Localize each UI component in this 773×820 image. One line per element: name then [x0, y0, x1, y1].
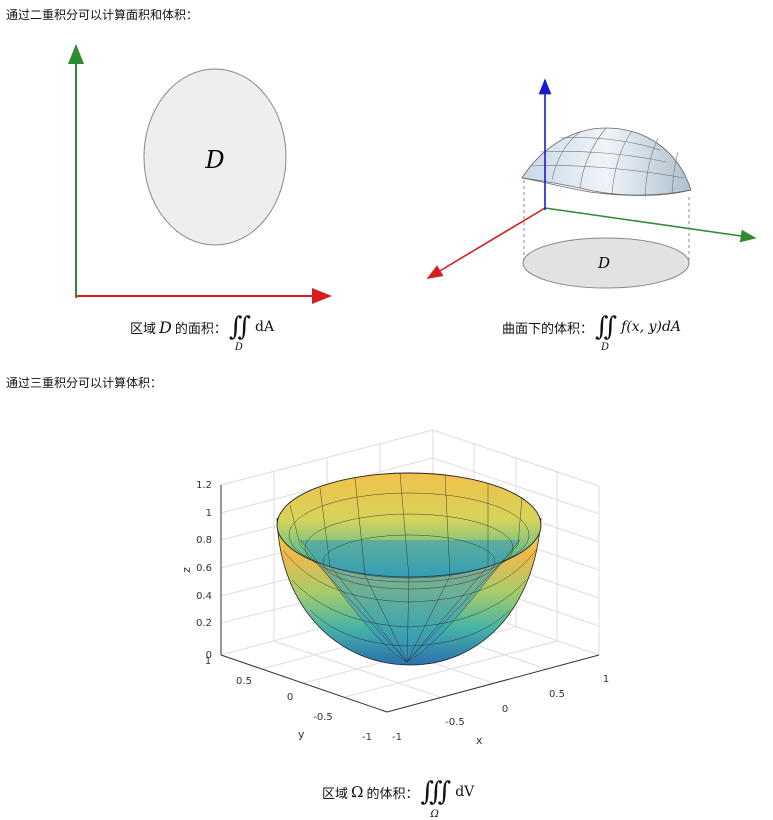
caption-area-var: D [159, 317, 172, 337]
y-tick-1: 0.5 [236, 676, 252, 687]
integral-symbol: ∬ [595, 312, 618, 342]
z-tick-2: 0.4 [196, 591, 212, 602]
integral-symbol: ∬ [228, 312, 251, 342]
y-tick-0: 1 [205, 656, 211, 667]
caption-volume-integrand: f(x, y)dA [621, 319, 682, 335]
z-tick-3: 0.6 [196, 563, 212, 574]
y-tick-4: -1 [362, 732, 372, 743]
region-d-ellipse [143, 68, 287, 246]
caption-volume: 曲面下的体积： ∬ D f(x, y)dA [502, 304, 682, 353]
heading-double-integral: 通过二重积分可以计算面积和体积： [6, 8, 199, 22]
caption-volume-prefix: 曲面下的体积： [502, 321, 594, 337]
plot3d-axes [220, 485, 600, 713]
caption-triple-integrand: dV [455, 784, 475, 800]
caption-area-prefix: 区域 [130, 321, 157, 337]
volume-x-axis [426, 207, 546, 279]
plot3d-box [220, 429, 600, 698]
x-tick-1: -0.5 [445, 717, 465, 728]
y-tick-2: 0 [287, 692, 293, 703]
integral-subscript: D [234, 342, 243, 353]
caption-triple: 区域 Ω 的体积： ∭ Ω dV [322, 768, 475, 820]
caption-area-integral: ∬ D [228, 312, 251, 353]
heading-triple-integral: 通过三重积分可以计算体积： [6, 376, 163, 390]
region-d-base [522, 237, 690, 289]
z-tick-4: 0.8 [196, 535, 212, 546]
paraboloid-bowl [276, 472, 542, 666]
volume-y-axis [544, 207, 757, 243]
caption-volume-integral: ∬ D [595, 312, 618, 353]
x-tick-4: 1 [603, 674, 609, 685]
z-tick-5: 1 [206, 508, 212, 519]
caption-area-integrand: dA [255, 319, 275, 335]
x-tick-labels: -1 -0.5 0 0.5 1 [392, 674, 609, 743]
x-axis-label: x [476, 734, 483, 747]
caption-triple-prefix: 区域 [322, 786, 349, 802]
z-tick-labels: 0 0.2 0.4 0.6 0.8 1 1.2 [196, 480, 212, 661]
y-axis-label: y [298, 728, 305, 741]
caption-area-suffix: 的面积： [174, 321, 227, 337]
region-d-base-label: D [597, 254, 610, 272]
x-tick-2: 0 [502, 704, 508, 715]
z-tick-6: 1.2 [196, 480, 212, 491]
caption-area: 区域 D 的面积： ∬ D dA [130, 304, 275, 353]
y-tick-3: -0.5 [313, 712, 333, 723]
caption-triple-suffix: 的体积： [366, 786, 419, 802]
z-tick-0: 0 [206, 650, 212, 661]
caption-triple-var: Ω [351, 783, 364, 801]
z-tick-1: 0.2 [196, 618, 212, 629]
caption-triple-integral: ∭ Ω [420, 777, 452, 820]
y-tick-labels: 1 0.5 0 -0.5 -1 [205, 656, 372, 743]
x-tick-0: -1 [392, 732, 402, 743]
region-d-label: D [204, 146, 224, 174]
z-axis-label: z [180, 567, 193, 573]
integral-symbol: ∭ [420, 777, 452, 807]
x-tick-3: 0.5 [549, 689, 565, 700]
surface-dome [521, 127, 692, 198]
integral-subscript: Ω [430, 809, 439, 820]
integral-subscript: D [601, 342, 610, 353]
